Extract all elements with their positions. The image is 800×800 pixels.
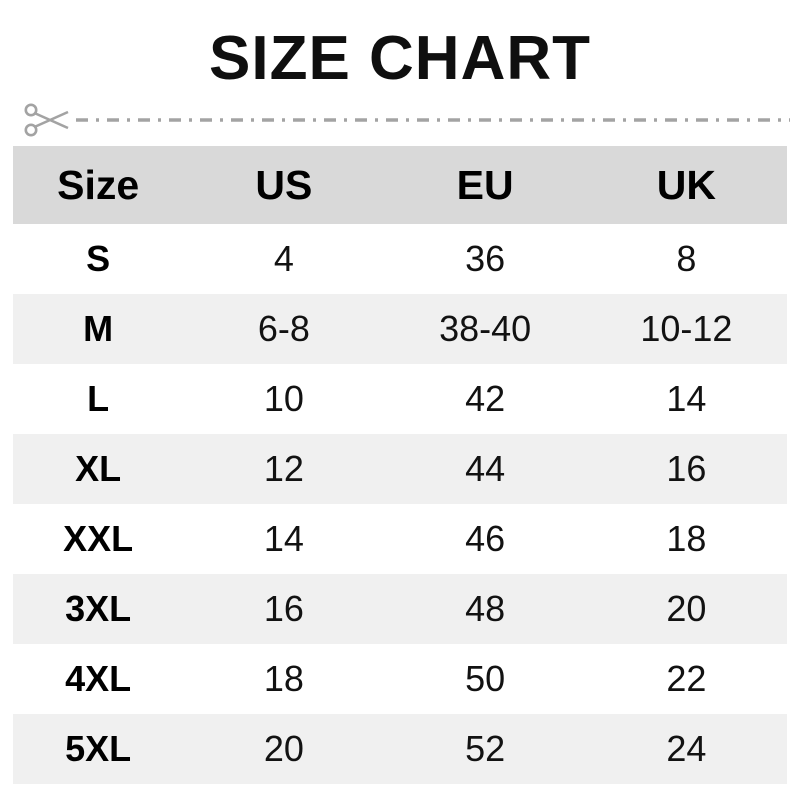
us-cell: 10 — [263, 378, 304, 419]
table-row: 3XL 16 48 20 — [13, 574, 787, 644]
size-cell: 5XL — [65, 728, 132, 769]
uk-cell: 8 — [676, 238, 697, 279]
us-cell: 16 — [263, 588, 304, 629]
uk-cell: 24 — [666, 728, 707, 769]
column-header-size: Size — [57, 161, 140, 208]
eu-cell: 44 — [465, 448, 506, 489]
size-cell: 3XL — [65, 588, 132, 629]
table-row: S 4 36 8 — [13, 224, 787, 294]
eu-cell: 36 — [465, 238, 506, 279]
eu-cell: 42 — [465, 378, 506, 419]
table-row: XXL 14 46 18 — [13, 504, 787, 574]
uk-cell: 16 — [666, 448, 707, 489]
us-cell: 14 — [263, 518, 304, 559]
eu-cell: 52 — [465, 728, 506, 769]
table-row: M 6-8 38-40 10-12 — [13, 294, 787, 364]
table-row: 5XL 20 52 24 — [13, 714, 787, 784]
uk-cell: 10-12 — [640, 308, 733, 349]
size-table-body: S 4 36 8 M 6-8 38-40 10-12 L 10 42 14 XL 12 44 16 XXL 14 4… — [13, 224, 787, 784]
eu-cell: 48 — [465, 588, 506, 629]
uk-cell: 20 — [666, 588, 707, 629]
size-table: Size US EU UK S 4 36 8 M 6-8 38-40 10-12 L 10 42 14… — [13, 146, 787, 784]
size-cell: L — [87, 378, 110, 419]
eu-cell: 50 — [465, 658, 506, 699]
uk-cell: 22 — [666, 658, 707, 699]
uk-cell: 14 — [666, 378, 707, 419]
scissors-icon — [24, 103, 69, 137]
size-cell: XL — [75, 448, 122, 489]
size-chart-page: SIZE CHART Size US EU UK S 4 36 8 M 6-8 38-40 1… — [0, 22, 800, 800]
size-table-header: Size US EU UK — [13, 146, 787, 224]
us-cell: 20 — [263, 728, 304, 769]
eu-cell: 46 — [465, 518, 506, 559]
cut-line — [0, 98, 800, 142]
us-cell: 6-8 — [257, 308, 310, 349]
header-row: Size US EU UK — [13, 146, 787, 224]
us-cell: 12 — [263, 448, 304, 489]
size-cell: M — [83, 308, 114, 349]
size-cell: XXL — [63, 518, 134, 559]
column-header-eu: EU — [456, 161, 514, 208]
column-header-us: US — [255, 161, 313, 208]
table-row: XL 12 44 16 — [13, 434, 787, 504]
dash-dot-line — [76, 118, 790, 122]
table-row: 4XL 18 50 22 — [13, 644, 787, 714]
size-cell: 4XL — [65, 658, 132, 699]
uk-cell: 18 — [666, 518, 707, 559]
column-header-uk: UK — [656, 161, 716, 208]
size-cell: S — [86, 238, 111, 279]
table-row: L 10 42 14 — [13, 364, 787, 434]
us-cell: 4 — [273, 238, 294, 279]
eu-cell: 38-40 — [439, 308, 532, 349]
us-cell: 18 — [263, 658, 304, 699]
page-title: SIZE CHART — [209, 24, 591, 93]
